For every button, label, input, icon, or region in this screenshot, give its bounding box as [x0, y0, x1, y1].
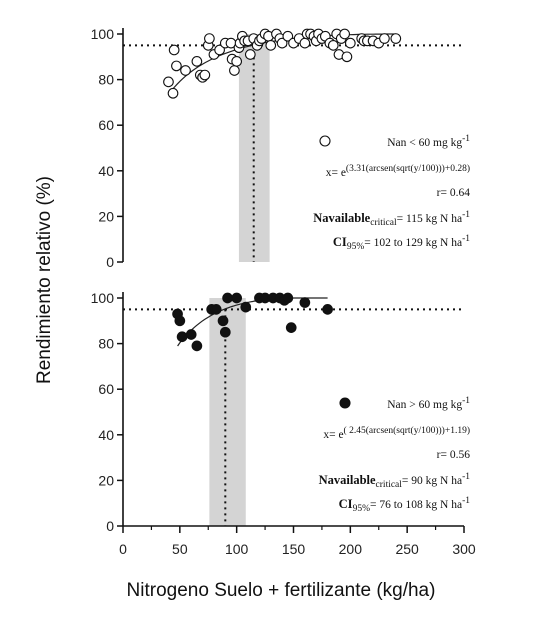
data-point [180, 65, 191, 76]
y-tick-label: 60 [98, 117, 114, 133]
legend-text: Nan > 60 mg kg-1 [387, 396, 470, 411]
data-point [265, 40, 277, 51]
data-point [185, 329, 197, 340]
x-tick-label: 150 [282, 541, 306, 557]
data-point [379, 33, 390, 44]
data-point [240, 301, 252, 313]
equation: x= e( 2.45(arcsen(sqrt(y/100)))+1.19) [323, 425, 470, 441]
y-tick-label: 100 [91, 290, 115, 306]
x-tick-label: 50 [172, 541, 188, 557]
data-point [214, 44, 225, 56]
equation: x= e(3.31(arcsen(sqrt(y/100)))+0.28) [326, 163, 470, 179]
data-point [344, 37, 356, 49]
y-tick-label: 20 [98, 208, 114, 224]
panel-top: 0 20 40 60 80 100 Nan < 60 mg kg-1 x= e(3.31(ar… [91, 26, 471, 270]
data-point [322, 304, 333, 315]
x-tick-label: 100 [225, 541, 249, 557]
data-point [176, 331, 188, 343]
x-tick-label: 0 [119, 541, 127, 557]
data-point [219, 326, 231, 338]
data-point [390, 33, 402, 44]
legend-text: Nan < 60 mg kg-1 [387, 134, 470, 149]
data-point [231, 56, 243, 67]
data-point [299, 297, 311, 308]
data-point [167, 87, 179, 99]
data-point [174, 315, 186, 327]
data-point [282, 292, 294, 304]
data-point [244, 49, 256, 60]
x-tick-label: 250 [395, 541, 419, 557]
legend-marker [339, 397, 351, 409]
data-point [341, 51, 353, 63]
data-point [282, 30, 294, 42]
y-tick-label: 0 [106, 254, 114, 270]
legend-marker [319, 135, 331, 147]
y-tick-label: 100 [91, 26, 115, 42]
y-tick-label: 40 [98, 163, 114, 179]
data-point [171, 60, 182, 72]
x-tick-label: 200 [339, 541, 363, 557]
y-tick-label: 0 [106, 518, 114, 534]
data-point [339, 28, 351, 40]
data-point [163, 76, 174, 88]
x-axis-title: Nitrogeno Suelo + fertilizante (kg/ha) [127, 580, 436, 601]
r-value: r= 0.56 [437, 449, 471, 461]
data-point [217, 315, 229, 327]
ci-text: CI95%= 76 to 108 kg N ha-1 [339, 496, 471, 514]
data-point [191, 340, 203, 352]
y-tick-label: 40 [98, 427, 114, 443]
x-axis: 0 50 100 150 200 250 300 [119, 525, 476, 557]
y-tick-label: 60 [98, 381, 114, 397]
y-tick-label: 80 [98, 72, 114, 88]
panel-bottom: 0 20 40 60 80 100 Nan > 60 mg kg-1 x= e( 2.45(a… [91, 290, 471, 534]
data-point [204, 33, 215, 44]
data-point [231, 292, 243, 304]
data-point [285, 322, 297, 333]
critical-n: Navailablecritical= 115 kg N ha-1 [313, 210, 470, 228]
critical-n: Navailablecritical= 90 kg N ha-1 [319, 472, 471, 490]
y-tick-label: 20 [98, 472, 114, 488]
y-tick-label: 80 [98, 336, 114, 352]
data-point [191, 56, 203, 67]
data-point [168, 44, 180, 56]
data-point [229, 65, 240, 76]
y-axis-title: Rendimiento relativo (%) [34, 176, 55, 384]
data-point [222, 292, 233, 304]
data-point [210, 304, 222, 315]
x-tick-label: 300 [452, 541, 476, 557]
data-point [276, 37, 288, 49]
data-point [327, 40, 339, 51]
r-value: r= 0.64 [437, 187, 471, 199]
data-point [299, 37, 311, 49]
ci-text: CI95%= 102 to 129 kg N ha-1 [333, 234, 470, 252]
data-point [199, 69, 211, 81]
